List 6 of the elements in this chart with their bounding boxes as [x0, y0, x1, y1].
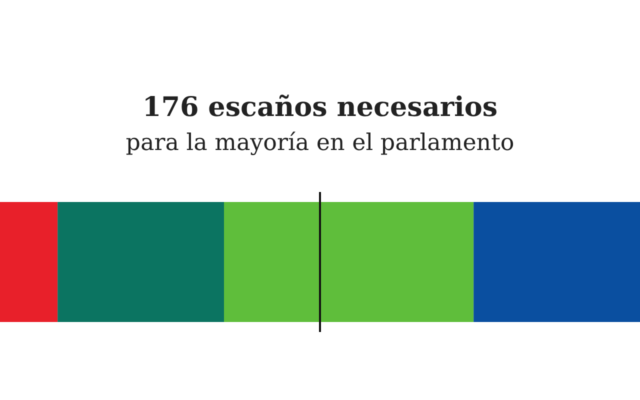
chart-title: 176 escaños necesarios [141, 91, 499, 125]
bar [224, 202, 474, 322]
bar [474, 202, 640, 322]
bar [58, 202, 224, 322]
bar [0, 202, 58, 322]
chart-subtitle: para la mayoría en el parlamento [124, 129, 516, 158]
